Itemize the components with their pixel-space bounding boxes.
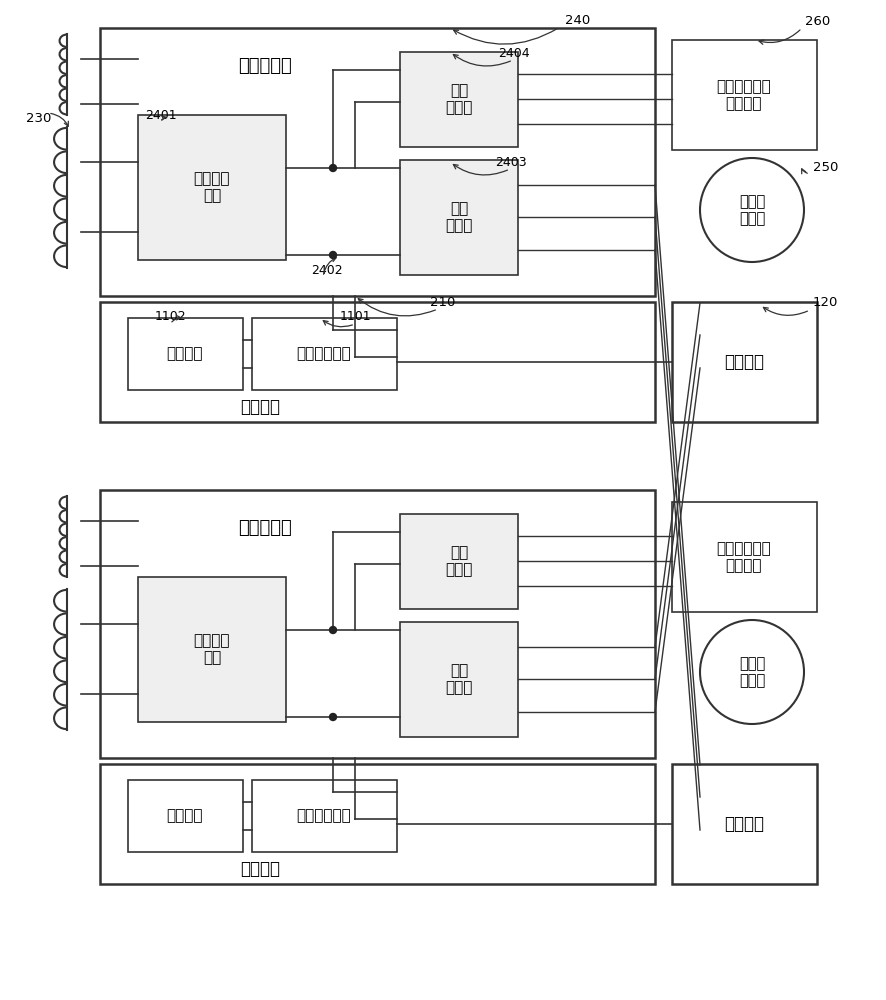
Bar	[128, 318, 243, 390]
FancyArrowPatch shape	[453, 28, 557, 44]
FancyArrowPatch shape	[453, 164, 507, 175]
Bar	[128, 780, 243, 852]
FancyArrowPatch shape	[161, 116, 166, 120]
Bar	[100, 28, 654, 296]
Text: 控制模块: 控制模块	[723, 353, 763, 371]
Text: 210: 210	[430, 296, 455, 308]
FancyArrowPatch shape	[323, 257, 336, 274]
Bar	[252, 318, 397, 390]
Text: 空调、照明等
辅助设备: 空调、照明等 辅助设备	[716, 541, 771, 573]
Text: 辅助
逆变器: 辅助 逆变器	[445, 83, 472, 115]
FancyArrowPatch shape	[758, 30, 799, 44]
FancyArrowPatch shape	[763, 307, 806, 315]
Text: 牒引
逆变器: 牒引 逆变器	[445, 663, 472, 695]
Text: 230: 230	[26, 112, 51, 125]
Text: 2404: 2404	[497, 47, 529, 60]
Text: 辅助
逆变器: 辅助 逆变器	[445, 545, 472, 577]
Text: 储能元件: 储能元件	[167, 808, 203, 823]
Bar	[672, 764, 816, 884]
Bar	[100, 302, 654, 422]
Bar	[400, 514, 517, 609]
Text: 牒引
逆变器: 牒引 逆变器	[445, 201, 472, 233]
Text: 牒引变流器: 牒引变流器	[237, 57, 291, 75]
Text: 控制模块: 控制模块	[723, 815, 763, 833]
Text: 1102: 1102	[155, 310, 186, 324]
Text: 1101: 1101	[339, 310, 371, 324]
Bar	[252, 780, 397, 852]
Text: 260: 260	[804, 15, 829, 28]
Text: 牒引变流器: 牒引变流器	[237, 519, 291, 537]
Bar	[138, 115, 285, 260]
Bar	[400, 52, 517, 147]
Bar	[138, 577, 285, 722]
FancyArrowPatch shape	[801, 169, 806, 174]
Text: 交流牒
引电机: 交流牒 引电机	[738, 194, 765, 226]
Bar	[400, 160, 517, 275]
Text: 储能模块: 储能模块	[240, 398, 280, 416]
Text: 2401: 2401	[144, 109, 176, 122]
Bar	[400, 622, 517, 737]
Bar	[672, 40, 816, 150]
Bar	[672, 302, 816, 422]
Text: 2403: 2403	[494, 156, 526, 169]
FancyArrowPatch shape	[51, 113, 68, 126]
Text: 2402: 2402	[311, 263, 342, 276]
Text: 四象限整
流器: 四象限整 流器	[193, 633, 230, 665]
Text: 240: 240	[564, 14, 589, 27]
FancyArrowPatch shape	[172, 315, 181, 322]
Circle shape	[329, 165, 336, 172]
Text: 交流牒
引电机: 交流牒 引电机	[738, 656, 765, 688]
Bar	[100, 490, 654, 758]
Text: 储能元件: 储能元件	[167, 347, 203, 361]
Bar	[100, 764, 654, 884]
Text: 能量变换电路: 能量变换电路	[296, 808, 351, 823]
Bar	[672, 502, 816, 612]
Text: 储能模块: 储能模块	[240, 860, 280, 878]
FancyArrowPatch shape	[323, 321, 352, 327]
Text: 空调、照明等
辅助设备: 空调、照明等 辅助设备	[716, 79, 771, 111]
Text: 120: 120	[812, 296, 837, 310]
Text: 250: 250	[812, 161, 837, 174]
Circle shape	[329, 626, 336, 634]
Circle shape	[329, 251, 336, 258]
Text: 能量变换电路: 能量变换电路	[296, 347, 351, 361]
FancyArrowPatch shape	[358, 299, 435, 316]
Text: 四象限整
流器: 四象限整 流器	[193, 171, 230, 203]
Circle shape	[329, 713, 336, 720]
FancyArrowPatch shape	[453, 55, 509, 66]
